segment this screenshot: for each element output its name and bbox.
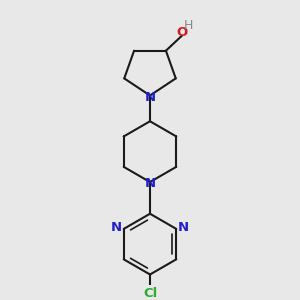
Text: N: N [178, 221, 189, 234]
Text: H: H [184, 19, 193, 32]
Text: Cl: Cl [143, 287, 157, 300]
Text: O: O [176, 26, 188, 39]
Text: N: N [111, 221, 122, 234]
Text: N: N [144, 91, 156, 104]
Text: N: N [144, 177, 156, 190]
